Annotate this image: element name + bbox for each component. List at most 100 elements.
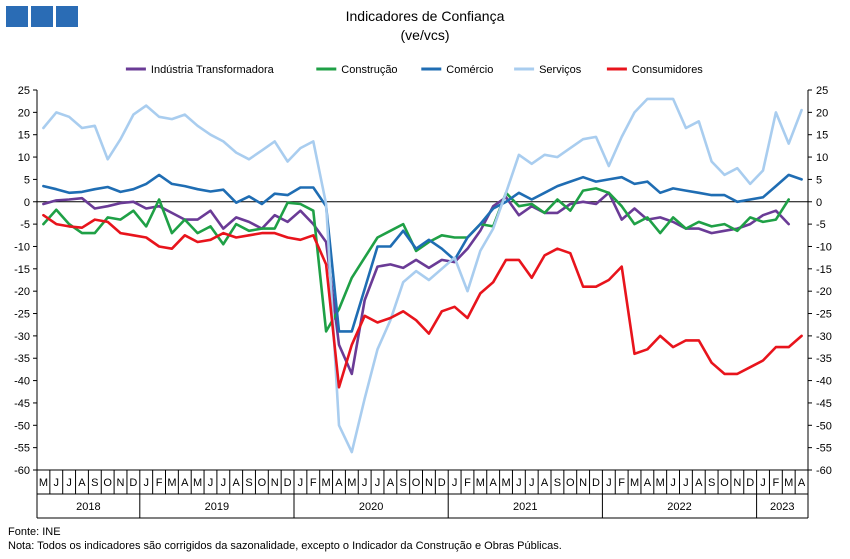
series-line-ind-stria-transformadora	[42, 191, 790, 376]
y-tick-label-left: -45	[14, 398, 30, 410]
y-tick-label-right: -30	[816, 331, 832, 343]
month-label: O	[258, 477, 267, 489]
month-label: J	[208, 477, 214, 489]
note-text: Nota: Todos os indicadores são corrigido…	[8, 540, 562, 552]
month-label: J	[143, 477, 149, 489]
y-tick-label-right: 10	[816, 152, 828, 164]
y-tick-label-left: 0	[24, 197, 30, 209]
month-label: A	[233, 477, 241, 489]
series-line-servi-os	[42, 97, 803, 454]
month-label: S	[91, 477, 98, 489]
y-tick-label-left: -30	[14, 331, 30, 343]
month-label: N	[117, 477, 125, 489]
year-label: 2018	[76, 501, 100, 513]
logo-block	[6, 6, 28, 27]
month-label: J	[54, 477, 60, 489]
y-tick-label-right: -5	[816, 219, 826, 231]
y-tick-label-left: 15	[18, 130, 30, 142]
y-tick-label-left: 20	[18, 107, 30, 119]
year-label: 2021	[513, 501, 537, 513]
y-tick-label-left: -60	[14, 465, 30, 477]
legend-label: Comércio	[446, 64, 493, 76]
month-label: J	[529, 477, 535, 489]
month-label: F	[310, 477, 317, 489]
month-label: J	[66, 477, 72, 489]
legend-label: Serviços	[539, 64, 582, 76]
month-label: D	[438, 477, 446, 489]
y-tick-label-left: -5	[20, 219, 30, 231]
y-tick-label-left: -55	[14, 443, 30, 455]
y-tick-label-right: -25	[816, 309, 832, 321]
series-line-com-rcio	[42, 173, 803, 333]
series-line-constru-o	[42, 187, 790, 333]
month-label: M	[501, 477, 510, 489]
month-label: D	[284, 477, 292, 489]
y-tick-label-right: -10	[816, 241, 832, 253]
y-tick-label-left: -25	[14, 309, 30, 321]
y-tick-label-right: 25	[816, 85, 828, 97]
month-label: J	[452, 477, 458, 489]
month-label: M	[630, 477, 639, 489]
y-tick-label-right: -15	[816, 264, 832, 276]
y-tick-label-left: -10	[14, 241, 30, 253]
month-label: M	[784, 477, 793, 489]
month-label: J	[516, 477, 522, 489]
y-tick-label-right: -55	[816, 443, 832, 455]
month-label: A	[644, 477, 652, 489]
month-label: D	[129, 477, 137, 489]
year-label: 2023	[770, 501, 794, 513]
month-label: O	[720, 477, 729, 489]
y-tick-label-left: -35	[14, 353, 30, 365]
month-label: N	[733, 477, 741, 489]
month-label: A	[695, 477, 703, 489]
y-tick-label-right: 15	[816, 130, 828, 142]
month-label: J	[375, 477, 381, 489]
month-label: J	[606, 477, 612, 489]
series-line-consumidores	[42, 213, 803, 389]
month-label: O	[103, 477, 112, 489]
month-label: D	[746, 477, 754, 489]
month-label: A	[78, 477, 86, 489]
month-label: J	[221, 477, 227, 489]
y-tick-label-right: -50	[816, 420, 832, 432]
y-tick-label-right: 5	[816, 174, 822, 186]
month-label: F	[618, 477, 625, 489]
year-label: 2019	[205, 501, 229, 513]
month-label: F	[156, 477, 163, 489]
month-label: S	[554, 477, 561, 489]
month-label: J	[362, 477, 368, 489]
series-lines	[42, 97, 803, 454]
logo-block	[31, 6, 53, 27]
month-label: M	[39, 477, 48, 489]
legend-label: Indústria Transformadora	[151, 64, 275, 76]
y-tick-label-left: -40	[14, 376, 30, 388]
month-label: A	[541, 477, 549, 489]
y-tick-label-right: -60	[816, 465, 832, 477]
y-tick-label-right: -45	[816, 398, 832, 410]
y-tick-label-left: 25	[18, 85, 30, 97]
y-tick-label-right: -35	[816, 353, 832, 365]
chart-title: Indicadores de Confiança	[345, 8, 505, 24]
legend: Indústria Transformadora Construção Comérc…	[125, 64, 703, 76]
month-label: S	[708, 477, 715, 489]
y-tick-label-right: -20	[816, 286, 832, 298]
y-tick-label-right: 0	[816, 197, 822, 209]
month-label: J	[683, 477, 689, 489]
y-tick-label-left: 10	[18, 152, 30, 164]
month-label: J	[298, 477, 304, 489]
month-label: A	[387, 477, 395, 489]
y-tick-label-left: -15	[14, 264, 30, 276]
month-label: S	[245, 477, 252, 489]
month-label: A	[490, 477, 498, 489]
legend-label: Construção	[341, 64, 397, 76]
month-label: M	[656, 477, 665, 489]
y-tick-label-left: 5	[24, 174, 30, 186]
month-label: N	[425, 477, 433, 489]
month-label: M	[193, 477, 202, 489]
month-label: A	[181, 477, 189, 489]
y-tick-label-right: 20	[816, 107, 828, 119]
month-label: M	[322, 477, 331, 489]
year-label: 2020	[359, 501, 383, 513]
y-tick-label-left: -50	[14, 420, 30, 432]
